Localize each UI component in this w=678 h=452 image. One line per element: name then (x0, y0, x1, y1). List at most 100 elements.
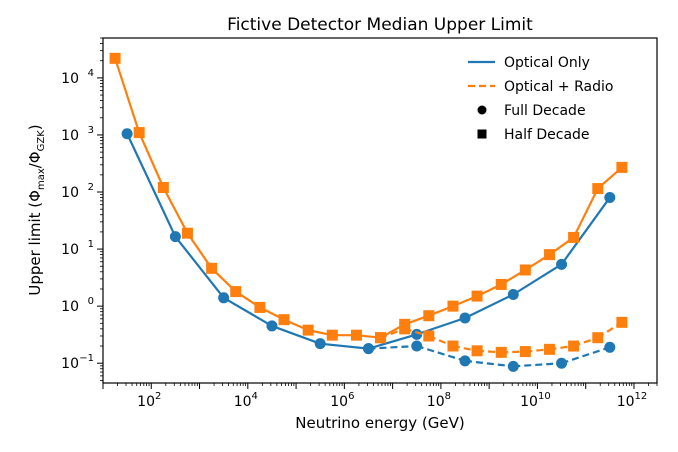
series-segment (174, 235, 225, 299)
data-point-square (375, 332, 387, 344)
data-point-square (181, 227, 193, 239)
y-tick-exponent: 4 (88, 68, 94, 79)
x-axis-ticks: 102 104 106 108 1010 1012 (102, 383, 658, 410)
y-tick-base: 10 (61, 242, 79, 258)
series-segment (368, 333, 418, 350)
data-point-circle (362, 343, 374, 355)
y-tick-label: 10 4 (61, 68, 94, 87)
series-segment (464, 293, 514, 319)
series-segment (162, 186, 189, 234)
x-tick-base: 10 (617, 394, 635, 410)
series-1 (362, 340, 616, 372)
y-tick-label: 10 1 (61, 239, 94, 258)
data-point-square (447, 300, 459, 312)
y-tick-exponent: 0 (88, 296, 94, 307)
chart-title: Fictive Detector Median Upper Limit (227, 15, 533, 35)
data-point-square (592, 332, 604, 344)
data-point-square (109, 52, 121, 64)
data-point-square (206, 262, 218, 274)
legend: Optical Only Optical + Radio Full Decade Ha… (468, 55, 613, 143)
series-segment (138, 132, 165, 188)
y-tick-label: 10−1 (61, 353, 94, 372)
data-point-square (423, 330, 435, 342)
data-point-circle (556, 357, 568, 369)
plot-series (109, 52, 628, 372)
y-axis-label-slash: /Φ (26, 151, 44, 168)
series-3 (375, 316, 628, 358)
series-segment (416, 344, 466, 362)
data-point-square (471, 345, 483, 357)
legend-label: Half Decade (504, 127, 590, 143)
legend-label: Optical + Radio (504, 79, 613, 95)
y-axis-label: Upper limit (Φmax/ΦGZK) (26, 124, 47, 295)
data-point-circle (169, 231, 181, 243)
data-point-square (544, 343, 556, 355)
x-tick-exponent: 12 (635, 391, 648, 402)
series-segment (114, 58, 141, 133)
legend-label: Optical Only (504, 55, 590, 71)
data-point-square (495, 346, 507, 358)
x-tick-exponent: 10 (538, 391, 551, 402)
y-tick-exponent: 2 (88, 182, 94, 193)
y-axis-label-sub-gzk: GZK (36, 130, 47, 152)
data-point-square (254, 301, 266, 313)
series-segment (561, 346, 611, 365)
series-segment (572, 188, 599, 238)
y-axis-label-text: Upper limit (Φ (26, 190, 44, 296)
data-point-square (447, 340, 459, 352)
y-tick-exponent: −1 (79, 353, 94, 364)
series-segment (464, 359, 514, 368)
data-point-square (544, 249, 556, 261)
x-tick-base: 10 (137, 394, 155, 410)
series-segment (126, 133, 177, 238)
y-tick-base: 10 (61, 185, 79, 201)
data-point-circle (411, 340, 423, 352)
series-segment (368, 344, 417, 350)
data-point-circle (604, 341, 616, 353)
series-segment (271, 324, 321, 345)
data-point-square (568, 340, 580, 352)
legend-marker-square (477, 129, 487, 139)
y-tick-label: 10 0 (61, 296, 94, 315)
data-point-square (495, 278, 507, 290)
series-segment (186, 232, 213, 269)
x-tick-exponent: 8 (445, 391, 451, 402)
data-point-circle (266, 320, 278, 332)
data-point-square (423, 310, 435, 322)
data-point-circle (314, 338, 326, 350)
y-tick-label: 10 3 (61, 125, 94, 144)
y-tick-base: 10 (61, 356, 79, 372)
series-segment (320, 342, 369, 350)
data-point-circle (556, 258, 568, 270)
data-point-circle (218, 292, 230, 304)
x-tick-label: 1012 (617, 391, 648, 410)
y-tick-base: 10 (61, 71, 79, 87)
x-tick-base: 10 (330, 394, 348, 410)
data-point-square (350, 329, 362, 341)
x-tick-base: 10 (427, 394, 445, 410)
data-point-circle (507, 360, 519, 372)
data-point-square (278, 314, 290, 326)
data-point-square (592, 183, 604, 195)
x-tick-base: 10 (234, 394, 252, 410)
series-segment (512, 263, 563, 296)
x-tick-exponent: 4 (252, 391, 258, 402)
data-point-circle (121, 128, 133, 140)
plot-frame (102, 37, 658, 384)
data-point-circle (411, 328, 423, 340)
data-point-circle (507, 288, 519, 300)
series-2 (109, 52, 628, 344)
data-point-square (616, 316, 628, 328)
x-tick-label: 1010 (520, 391, 551, 410)
data-point-square (302, 324, 314, 336)
x-tick-base: 10 (520, 394, 538, 410)
data-point-circle (459, 312, 471, 324)
legend-marker-circle (477, 105, 487, 115)
data-point-square (157, 181, 169, 193)
data-point-square (519, 346, 531, 358)
y-tick-exponent: 1 (88, 239, 94, 250)
series-0 (121, 128, 616, 355)
series-segment (223, 296, 273, 327)
